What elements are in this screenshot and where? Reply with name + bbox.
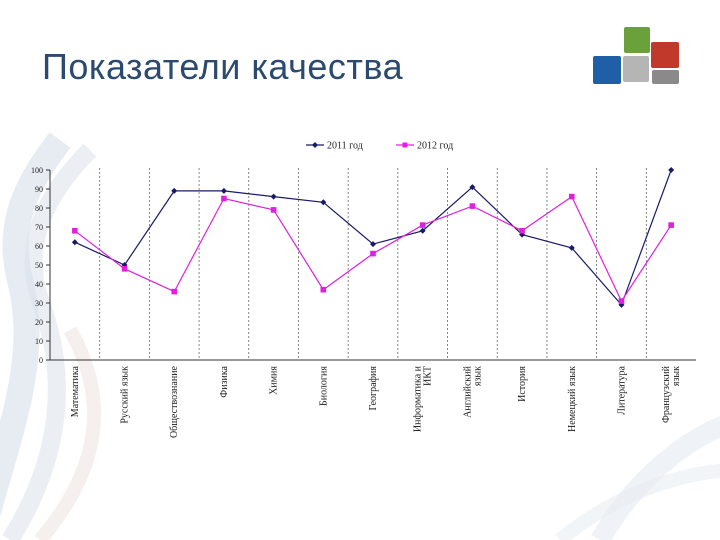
data-point xyxy=(469,203,476,209)
data-point xyxy=(320,286,327,293)
series-line xyxy=(74,195,672,303)
x-category-label: География xyxy=(368,366,379,411)
x-category-label: Физика xyxy=(219,365,230,397)
slide-title: Показатели качества xyxy=(42,46,404,87)
chart-grid xyxy=(99,168,647,360)
data-point xyxy=(419,227,426,234)
data-point xyxy=(370,241,376,248)
x-category-label: Французский xyxy=(661,365,672,423)
y-tick-label: 30 xyxy=(35,299,43,308)
legend-marker xyxy=(402,142,408,148)
data-point xyxy=(220,187,227,194)
y-tick-label: 50 xyxy=(35,261,43,270)
data-point xyxy=(568,244,575,251)
y-tick-label: 10 xyxy=(35,337,43,346)
x-category-label: Информатика и xyxy=(413,365,424,432)
legend-label: 2011 год xyxy=(327,141,363,152)
data-point xyxy=(469,184,476,191)
data-point xyxy=(618,298,625,304)
y-tick-label: 70 xyxy=(35,223,43,232)
x-category-label: Русский язык xyxy=(120,366,131,424)
x-category-label: Немецкий язык xyxy=(567,366,578,432)
x-category-label: Математика xyxy=(70,365,81,417)
y-tick-label: 90 xyxy=(35,185,43,194)
y-tick-label: 60 xyxy=(35,242,43,251)
data-point xyxy=(171,187,178,194)
x-axis-categories: Математика Русский язык Обществознание Физи… xyxy=(70,365,682,438)
x-category-label: Химия xyxy=(269,366,280,395)
chart-legend: 2011 год 2012 год xyxy=(306,141,453,152)
x-category-label: Обществознание xyxy=(169,365,180,438)
y-tick-label: 100 xyxy=(31,166,43,175)
y-tick-label: 0 xyxy=(39,356,43,365)
chart-axes xyxy=(49,170,696,361)
data-point xyxy=(419,222,426,228)
data-point xyxy=(270,193,277,200)
data-point xyxy=(668,167,675,173)
y-tick-label: 40 xyxy=(35,280,43,289)
x-category-label: Английский xyxy=(462,365,473,418)
cubes-logo xyxy=(593,27,679,84)
data-point xyxy=(320,199,327,206)
data-point xyxy=(668,222,674,228)
y-tick-label: 80 xyxy=(35,204,43,213)
x-category-label: Литература xyxy=(616,365,627,414)
data-point xyxy=(171,288,178,295)
data-point xyxy=(519,228,525,234)
data-point xyxy=(370,250,376,257)
x-category-label: язык xyxy=(671,366,682,386)
chart-series xyxy=(71,167,675,308)
data-point xyxy=(121,266,128,272)
series-line xyxy=(74,169,672,307)
data-point xyxy=(72,228,78,234)
data-point xyxy=(71,239,78,246)
x-category-label: язык xyxy=(472,366,483,386)
data-point xyxy=(270,207,277,213)
legend-label: 2012 год xyxy=(417,141,453,152)
x-category-label: Биология xyxy=(318,366,329,406)
y-axis-ticks: 0 10 20 30 40 50 60 70 80 90 100 xyxy=(31,166,50,365)
x-category-label: ИКТ xyxy=(423,366,434,386)
x-category-label: История xyxy=(517,366,528,402)
data-point xyxy=(221,195,227,202)
data-point xyxy=(568,193,575,200)
legend-marker xyxy=(312,142,318,148)
y-tick-label: 20 xyxy=(35,318,43,327)
